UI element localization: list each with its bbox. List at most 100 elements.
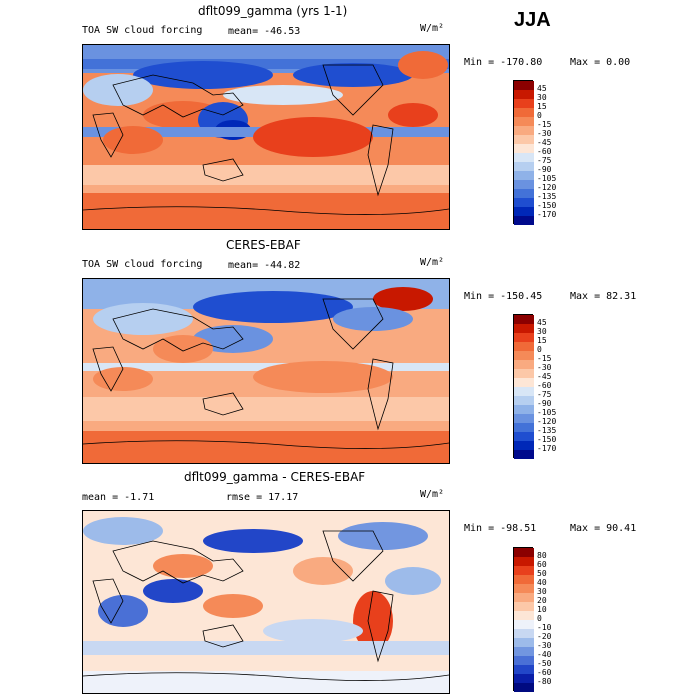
colorbar-tick-label: -170 <box>537 210 557 219</box>
panel-2-map <box>82 278 450 464</box>
colorbar-tick-label: -120 <box>537 183 557 192</box>
colorbar-tick-label: -30 <box>537 129 552 138</box>
colorbar-swatch <box>514 593 534 603</box>
panel-3-min: Min = -98.51 <box>464 523 537 534</box>
colorbar-swatch <box>514 575 534 585</box>
panel-2-units: W/m² <box>420 257 445 268</box>
colorbar-tick-label: -75 <box>537 156 552 165</box>
panel-3-colorbar-swatches <box>513 547 534 692</box>
colorbar-tick-label: 30 <box>537 93 547 102</box>
colorbar-tick-label: 50 <box>537 569 547 578</box>
colorbar-swatch <box>514 557 534 567</box>
panel-3-rmse: rmse = 17.17 <box>226 492 299 503</box>
colorbar-swatch <box>514 674 534 684</box>
colorbar-tick-label: -75 <box>537 390 552 399</box>
colorbar-tick-label: -45 <box>537 372 552 381</box>
colorbar-tick-label: -90 <box>537 399 552 408</box>
colorbar-swatch <box>514 405 534 415</box>
colorbar-tick-label: -105 <box>537 408 557 417</box>
colorbar-swatch <box>514 414 534 424</box>
colorbar-swatch <box>514 360 534 370</box>
colorbar-swatch <box>514 189 534 199</box>
colorbar-tick-label: -90 <box>537 165 552 174</box>
colorbar-tick-label: -15 <box>537 120 552 129</box>
colorbar-tick-label: 30 <box>537 327 547 336</box>
colorbar-swatch <box>514 315 534 325</box>
colorbar-tick-label: -15 <box>537 354 552 363</box>
panel-1-colorbar-swatches <box>513 80 534 225</box>
colorbar-swatch <box>514 602 534 612</box>
colorbar-swatch <box>514 171 534 181</box>
panel-1-min: Min = -170.80 <box>464 57 543 68</box>
colorbar-swatch <box>514 647 534 657</box>
colorbar-tick-label: 0 <box>537 345 542 354</box>
colorbar-tick-label: -120 <box>537 417 557 426</box>
panel-1-mean: mean= -46.53 <box>228 26 301 37</box>
panel-3-title: dflt099_gamma - CERES-EBAF <box>184 470 366 484</box>
panel-2-min: Min = -150.45 <box>464 291 543 302</box>
colorbar-tick-label: -10 <box>537 623 552 632</box>
colorbar-swatch <box>514 656 534 666</box>
colorbar-tick-label: -135 <box>537 192 557 201</box>
panel-2-variable: TOA SW cloud forcing <box>82 259 203 270</box>
colorbar-swatch <box>514 683 534 692</box>
colorbar-swatch <box>514 566 534 576</box>
colorbar-swatch <box>514 450 534 459</box>
colorbar-swatch <box>514 387 534 397</box>
colorbar-tick-label: -105 <box>537 174 557 183</box>
colorbar-tick-label: -20 <box>537 632 552 641</box>
colorbar-tick-label: 0 <box>537 111 542 120</box>
colorbar-tick-label: -60 <box>537 668 552 677</box>
colorbar-tick-label: -30 <box>537 363 552 372</box>
colorbar-swatch <box>514 153 534 163</box>
colorbar-tick-label: -150 <box>537 435 557 444</box>
colorbar-tick-label: 30 <box>537 587 547 596</box>
colorbar-swatch <box>514 548 534 558</box>
colorbar-swatch <box>514 369 534 379</box>
colorbar-tick-label: 0 <box>537 614 542 623</box>
colorbar-swatch <box>514 126 534 136</box>
colorbar-swatch <box>514 135 534 145</box>
colorbar-swatch <box>514 423 534 433</box>
panel-2-max: Max = 82.31 <box>570 291 637 302</box>
colorbar-swatch <box>514 117 534 127</box>
colorbar-swatch <box>514 108 534 118</box>
colorbar-tick-label: -45 <box>537 138 552 147</box>
panel-2-colorbar-swatches <box>513 314 534 459</box>
colorbar-swatch <box>514 378 534 388</box>
colorbar-swatch <box>514 584 534 594</box>
colorbar-swatch <box>514 90 534 100</box>
panel-3-units: W/m² <box>420 489 445 500</box>
colorbar-tick-label: 60 <box>537 560 547 569</box>
colorbar-swatch <box>514 207 534 217</box>
colorbar-swatch <box>514 441 534 451</box>
colorbar-tick-label: 20 <box>537 596 547 605</box>
colorbar-swatch <box>514 342 534 352</box>
panel-2-title: CERES-EBAF <box>226 238 301 252</box>
colorbar-tick-label: -30 <box>537 641 552 650</box>
colorbar-swatch <box>514 665 534 675</box>
colorbar-swatch <box>514 432 534 442</box>
colorbar-tick-label: 45 <box>537 84 547 93</box>
panel-1-title: dflt099_gamma (yrs 1-1) <box>198 4 348 18</box>
colorbar-tick-label: -170 <box>537 444 557 453</box>
colorbar-swatch <box>514 629 534 639</box>
colorbar-tick-label: -60 <box>537 381 552 390</box>
colorbar-tick-label: 15 <box>537 102 547 111</box>
panel-1-map <box>82 44 450 230</box>
colorbar-tick-label: 15 <box>537 336 547 345</box>
colorbar-swatch <box>514 324 534 334</box>
panel-3-map <box>82 510 450 694</box>
colorbar-tick-label: 45 <box>537 318 547 327</box>
colorbar-swatch <box>514 162 534 172</box>
colorbar-tick-label: -135 <box>537 426 557 435</box>
panel-3-mean: mean = -1.71 <box>82 492 155 503</box>
colorbar-tick-label: -40 <box>537 650 552 659</box>
colorbar-swatch <box>514 99 534 109</box>
panel-2-mean: mean= -44.82 <box>228 260 301 271</box>
colorbar-swatch <box>514 216 534 225</box>
colorbar-swatch <box>514 198 534 208</box>
colorbar-swatch <box>514 144 534 154</box>
colorbar-tick-label: 80 <box>537 551 547 560</box>
colorbar-swatch <box>514 180 534 190</box>
